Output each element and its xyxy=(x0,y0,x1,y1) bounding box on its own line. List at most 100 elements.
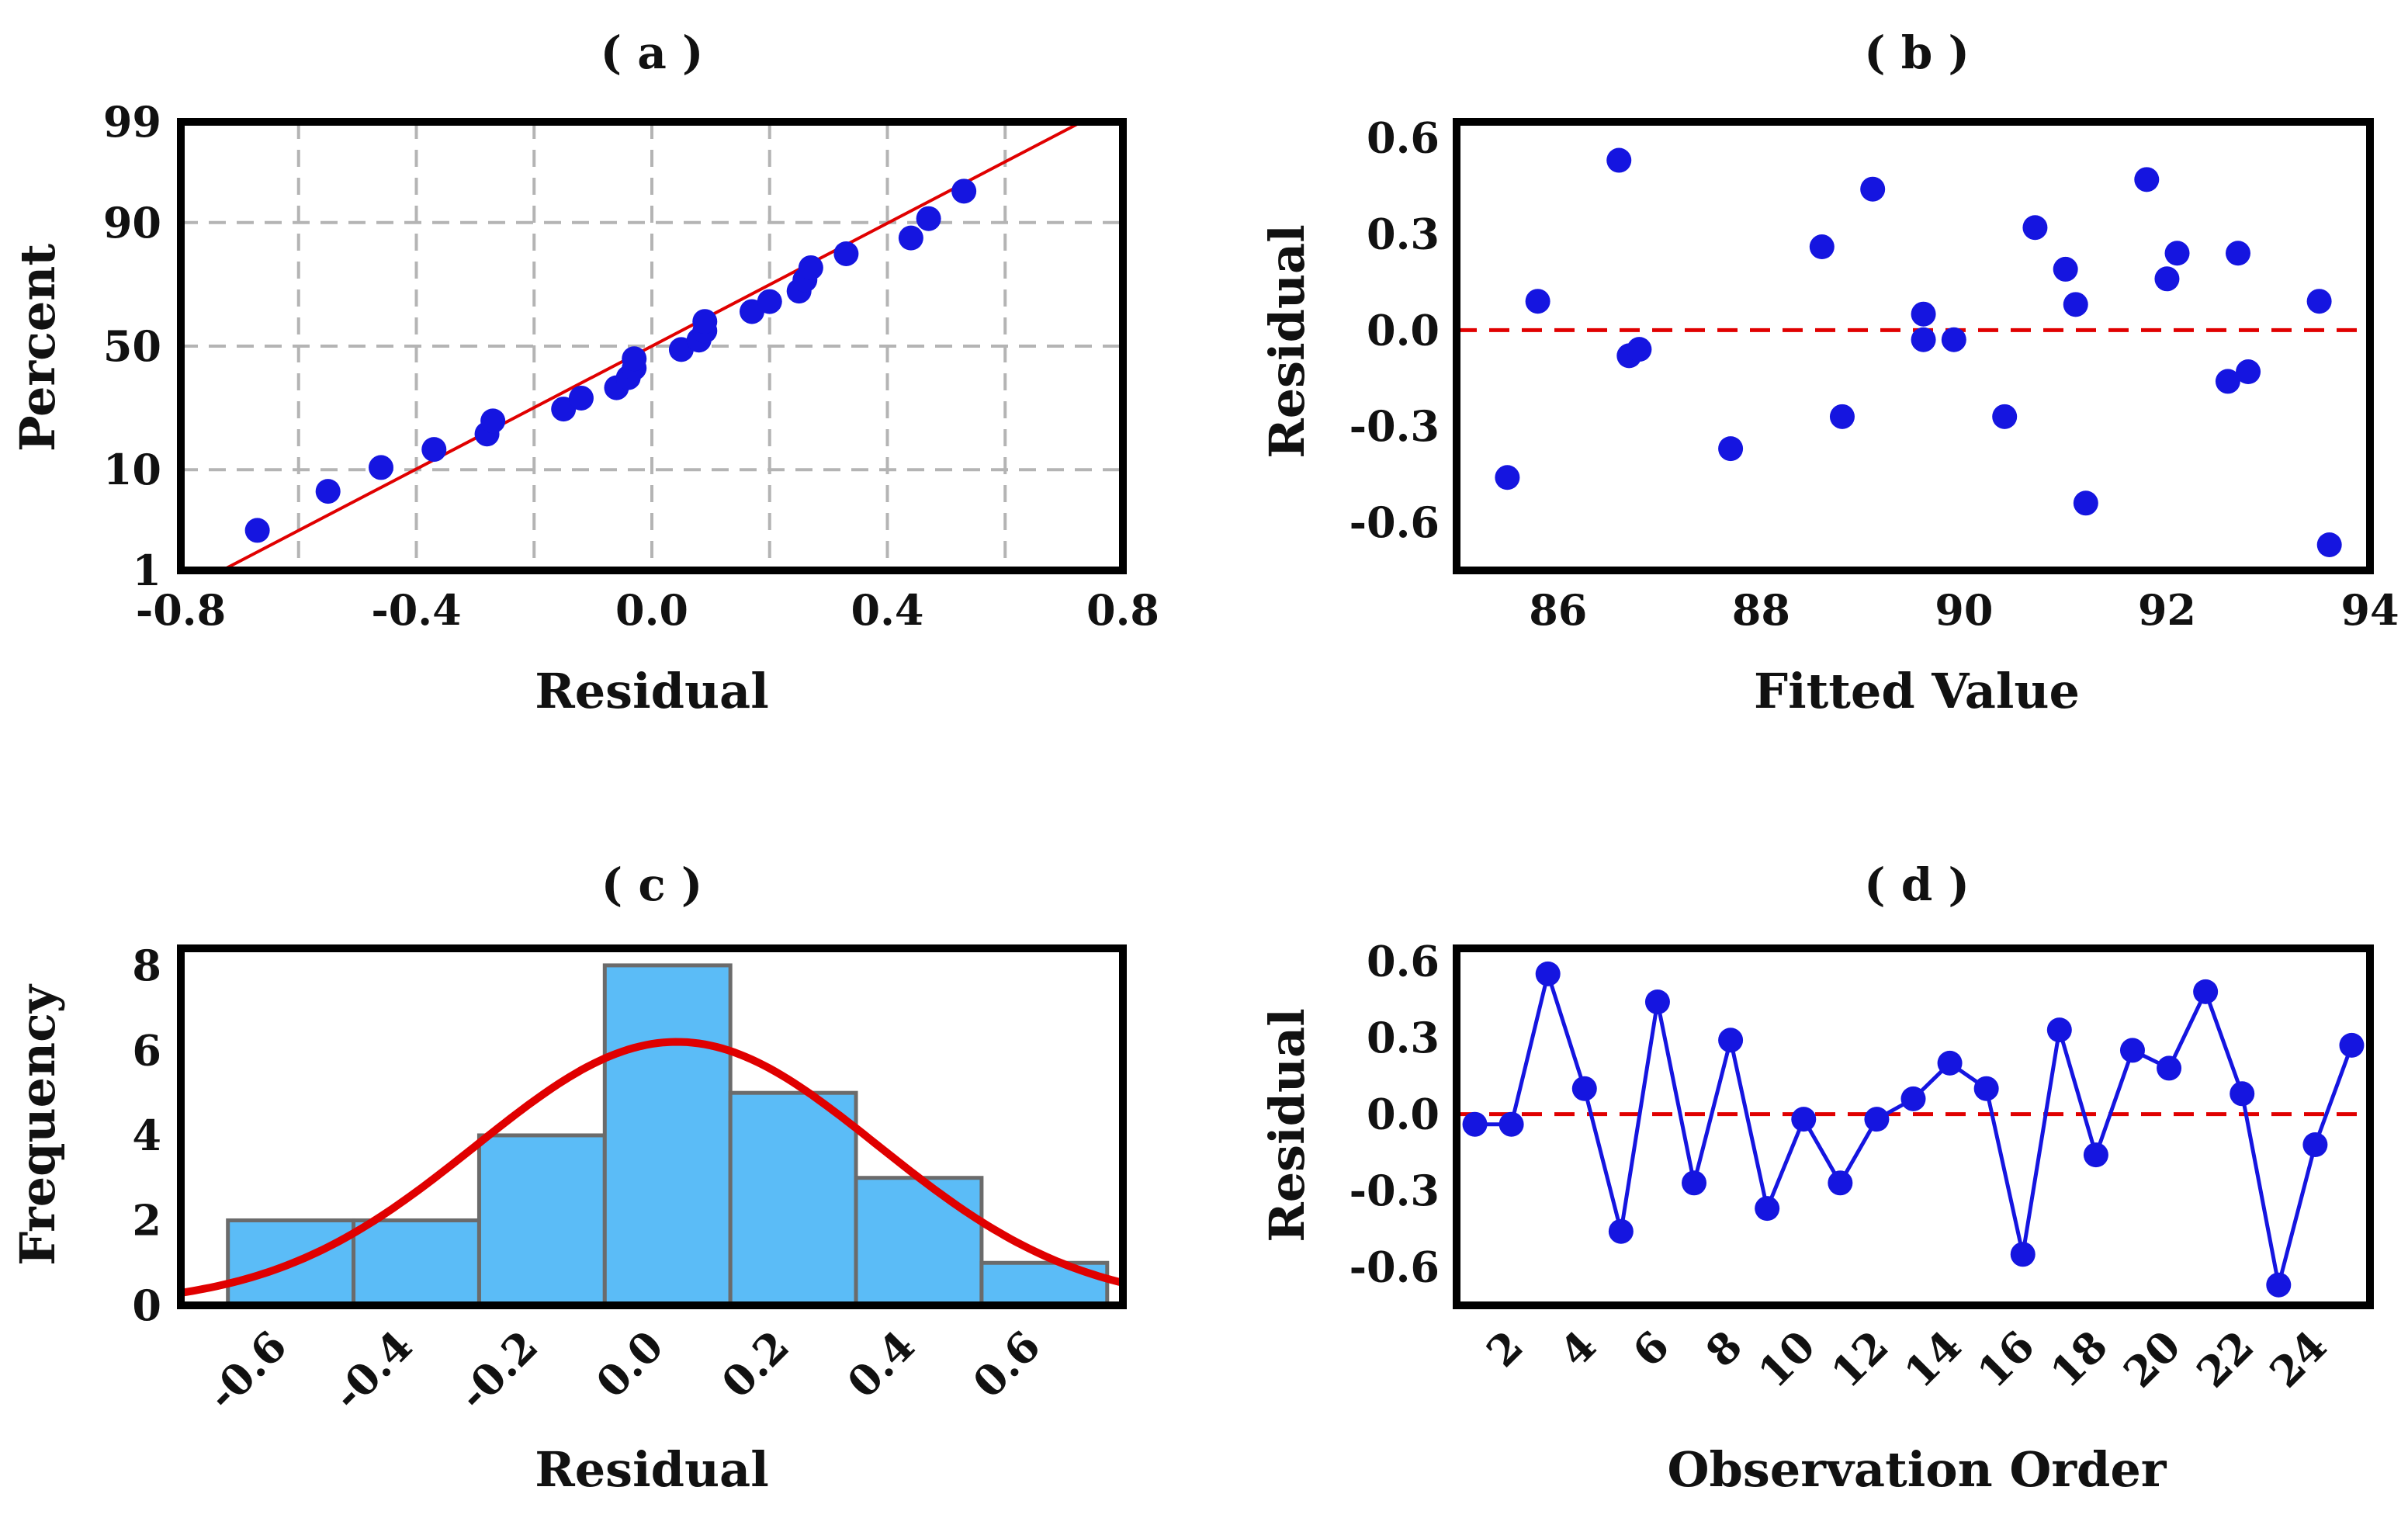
panel-c-x-ticks: -0.6 -0.4 -0.2 0.0 0.2 0.4 0.6 xyxy=(197,1321,1050,1420)
panel-b-point xyxy=(2215,369,2240,394)
panel-b-point xyxy=(1911,301,1936,327)
panel-b-y-tick: -0.3 xyxy=(1350,401,1440,451)
panel-c-y-tick: 8 xyxy=(132,941,161,990)
panel-a-y-label: Percent xyxy=(9,244,66,452)
panel-b-y-label: Residual xyxy=(1259,224,1315,459)
panel-d-title: ( d ) xyxy=(1864,858,1970,911)
panel-d-point xyxy=(1644,989,1670,1014)
panel-b-point xyxy=(1606,147,1632,173)
panel-d-point xyxy=(2083,1142,2108,1168)
panel-a-y-tick: 90 xyxy=(103,198,161,248)
panel-b-point xyxy=(2053,256,2078,282)
panel-b-y-ticks: -0.6 -0.3 0.0 0.3 0.6 xyxy=(1350,113,1440,547)
panel-b-frame xyxy=(1453,118,2374,574)
panel-b-point xyxy=(2236,359,2261,385)
panel-b-x-ticks: 86 88 90 92 94 xyxy=(1529,585,2399,635)
panel-b-point xyxy=(1525,289,1550,314)
panel-d-point xyxy=(2230,1081,2255,1107)
panel-b-point xyxy=(2154,266,2180,292)
panel-a-y-tick: 50 xyxy=(103,321,161,371)
panel-c-bar xyxy=(602,963,733,1308)
panel-b-title: ( b ) xyxy=(1864,26,1970,79)
panel-d-point xyxy=(2193,979,2219,1004)
panel-b-points xyxy=(1495,147,2342,557)
panel-b-point xyxy=(2063,292,2088,317)
panel-a-x-tick: 0.0 xyxy=(615,585,688,635)
panel-c-x-tick: -0.6 xyxy=(197,1321,296,1420)
panel-b-point xyxy=(2306,289,2332,314)
panel-c-x-tick: 0.0 xyxy=(587,1321,674,1408)
panel-c-y-label: Frequency xyxy=(9,983,66,1266)
panel-d-y-tick: 0.3 xyxy=(1367,1013,1440,1062)
panel-d-y-tick: 0.0 xyxy=(1367,1090,1440,1139)
panel-a-x-ticks: -0.8 -0.4 0.0 0.4 0.8 xyxy=(136,585,1159,635)
panel-b-point xyxy=(2134,167,2160,192)
panel-b-point xyxy=(1992,404,2018,429)
panel-a-y-tick: 99 xyxy=(103,97,161,147)
panel-d-x-label: Observation Order xyxy=(1668,1441,2167,1498)
panel-c-x-tick: -0.2 xyxy=(449,1321,548,1420)
panel-b-x-tick: 90 xyxy=(1935,585,1993,635)
panel-d-point xyxy=(2046,1017,2072,1043)
panel-c-y-ticks: 0 2 4 6 8 xyxy=(132,941,161,1330)
panel-c-x-label: Residual xyxy=(535,1441,769,1498)
panel-c-bar xyxy=(728,1090,858,1308)
panel-c-title: ( c ) xyxy=(601,858,703,911)
panel-c-x-tick: 0.2 xyxy=(712,1321,799,1408)
panel-a-fit-line xyxy=(221,120,1083,572)
panel-b-point xyxy=(2225,241,2250,266)
panel-d-point xyxy=(2119,1038,2145,1063)
panel-b-point xyxy=(1809,234,1835,260)
panel-a-fit-line-group xyxy=(221,120,1083,572)
panel-d-point xyxy=(1499,1111,1524,1137)
panel-b-point xyxy=(2316,532,2342,557)
panel-c-bar xyxy=(476,1133,607,1308)
panel-b-point xyxy=(2073,490,2098,516)
panel-d-point xyxy=(2010,1242,2036,1267)
panel-d-y-tick: -0.3 xyxy=(1350,1166,1440,1215)
panel-d-point xyxy=(1864,1107,1890,1132)
panel-b-point xyxy=(1627,337,1652,362)
panel-d-frame xyxy=(1453,944,2374,1309)
panel-d-point xyxy=(1937,1050,1963,1076)
panel-d-x-tick: 20 xyxy=(2114,1321,2190,1397)
panel-d-point xyxy=(1791,1107,1817,1132)
panel-a-point xyxy=(898,225,923,251)
panel-c-bar xyxy=(854,1176,984,1308)
panel-d-x-tick: 12 xyxy=(1821,1321,1897,1397)
panel-d-x-tick: 24 xyxy=(2260,1321,2336,1397)
panel-b-point xyxy=(1941,327,1966,352)
panel-c-x-tick: 0.6 xyxy=(963,1321,1050,1408)
panel-a-points xyxy=(244,178,977,543)
panel-b-point xyxy=(1829,404,1855,429)
panel-d-x-tick: 6 xyxy=(1623,1321,1679,1377)
panel-c-y-tick: 0 xyxy=(132,1281,161,1330)
panel-d-x-tick: 22 xyxy=(2187,1321,2263,1397)
panel-a-point xyxy=(833,241,859,266)
panel-d-point xyxy=(1462,1111,1488,1137)
panel-d-point xyxy=(2266,1272,2292,1298)
panel-d-point xyxy=(2157,1055,2182,1081)
panel-d-point xyxy=(1900,1086,1926,1111)
panel-c-normal-curve-group xyxy=(180,1038,1124,1297)
panel-b-point xyxy=(1911,327,1936,352)
panel-d-y-ticks: -0.6 -0.3 0.0 0.3 0.6 xyxy=(1350,936,1440,1291)
panel-a-y-ticks: 1 10 50 90 99 xyxy=(103,97,161,595)
panel-a-frame xyxy=(177,118,1127,574)
panel-a-normal-probability-plot: ( a ) -0.8 -0.4 0.0 0.4 0.8 1 10 50 90 99 Residu… xyxy=(9,26,1159,719)
panel-a-x-tick: -0.4 xyxy=(371,585,461,635)
panel-d-point xyxy=(1535,961,1561,986)
panel-d-x-tick: 10 xyxy=(1748,1321,1824,1397)
panel-d-x-tick: 16 xyxy=(1968,1321,2044,1397)
panel-b-y-tick: 0.3 xyxy=(1367,210,1440,259)
panel-b-y-tick: 0.0 xyxy=(1367,305,1440,355)
panel-c-normal-curve xyxy=(180,1038,1124,1297)
panel-b-point xyxy=(1860,176,1886,202)
panel-b-residual-vs-fitted: ( b ) 86 88 90 92 94 -0.6 -0.3 0.0 0.3 0.6 Fitte… xyxy=(1259,26,2399,719)
panel-a-point xyxy=(244,518,270,543)
panel-d-point xyxy=(1682,1170,1707,1196)
panel-a-point xyxy=(916,206,941,231)
panel-a-point xyxy=(568,385,594,411)
panel-d-x-tick: 18 xyxy=(2041,1321,2117,1397)
